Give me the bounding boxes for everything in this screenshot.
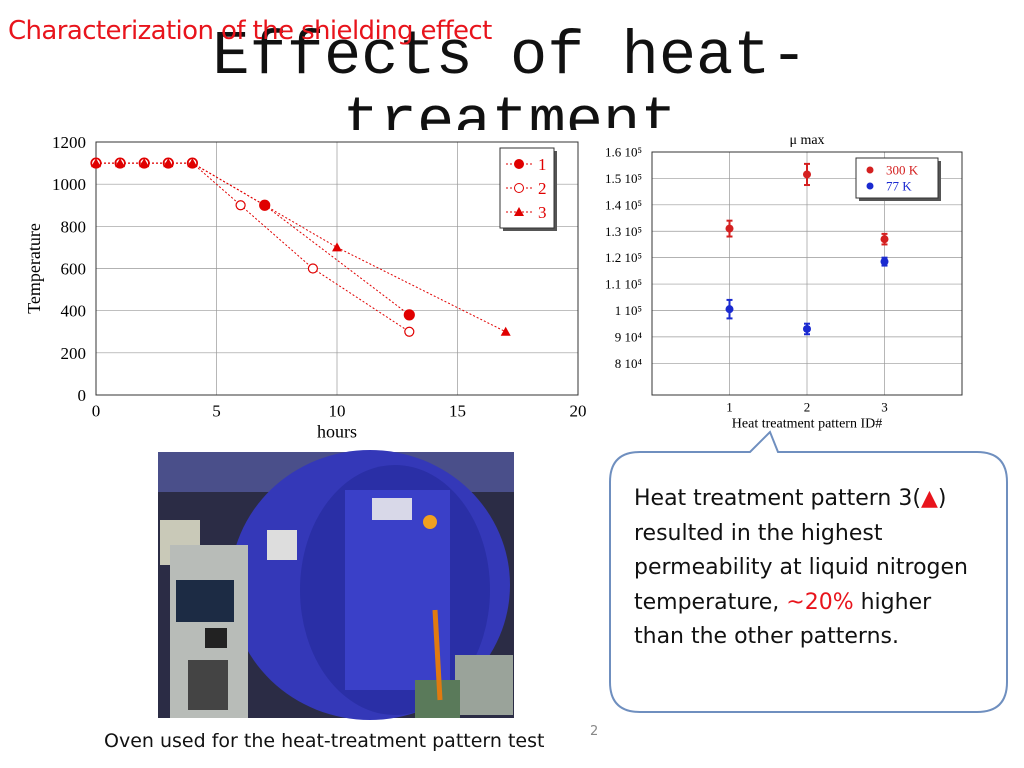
point (403, 309, 415, 321)
y-tick-label: 1 10⁵ (615, 303, 642, 318)
x-tick-label: 1 (726, 399, 733, 414)
y-tick-label: 800 (61, 217, 87, 236)
y-tick-label: 1.4 10⁵ (605, 197, 642, 212)
legend-label: 77 K (886, 179, 912, 194)
y-tick-label: 200 (61, 344, 87, 363)
callout-text-part: higher than the other patterns. (634, 589, 932, 650)
point (187, 158, 198, 168)
page-number: 2 (590, 724, 599, 739)
y-tick-label: 1.5 10⁵ (605, 171, 642, 186)
point (803, 324, 811, 333)
legend-marker (514, 159, 524, 169)
chart-title: μ max (789, 133, 824, 148)
point (803, 170, 811, 179)
y-tick-label: 1000 (52, 175, 86, 194)
y-tick-label: 1.3 10⁵ (605, 224, 642, 239)
x-axis-label: Heat treatment pattern ID# (732, 417, 882, 432)
section-label: Characterization of the shielding effect (8, 16, 492, 46)
y-tick-label: 600 (61, 259, 87, 278)
y-tick-label: 9 10⁴ (615, 329, 643, 344)
y-tick-label: 8 10⁴ (615, 356, 643, 371)
legend-label: 2 (538, 179, 547, 198)
x-tick-label: 15 (449, 401, 466, 420)
callout-text: Heat treatment pattern 3(▲) resulted in … (634, 482, 984, 655)
callout-highlight: ~20% (786, 589, 854, 615)
y-tick-label: 1.6 10⁵ (605, 145, 642, 160)
point (115, 158, 126, 168)
legend-marker (866, 182, 874, 190)
point (91, 158, 101, 168)
legend-box (855, 157, 939, 199)
legend-label: 300 K (886, 163, 919, 178)
y-tick-label: 1200 (52, 133, 86, 152)
y-tick-label: 1.2 10⁵ (605, 250, 642, 265)
point (235, 200, 246, 211)
point (725, 224, 734, 233)
point (880, 257, 889, 266)
x-tick-label: 3 (881, 399, 888, 414)
x-tick-label: 0 (92, 401, 101, 420)
plot-frame (95, 141, 579, 396)
x-tick-label: 5 (212, 401, 221, 420)
point (307, 263, 318, 274)
point (500, 326, 511, 336)
callout-text-part: resulted in the highest permeability at … (634, 520, 968, 615)
legend-label: 3 (538, 203, 547, 222)
legend-marker (514, 183, 524, 193)
point (163, 158, 174, 168)
x-tick-label: 10 (329, 401, 346, 420)
point (404, 326, 415, 337)
y-tick-label: 0 (78, 386, 87, 405)
x-tick-label: 20 (570, 401, 587, 420)
point (332, 242, 342, 252)
callout-box (609, 430, 1008, 713)
y-tick-label: 400 (61, 302, 87, 321)
legend-marker (514, 207, 524, 216)
slide-title: Effects of heat-treatment (212, 21, 808, 158)
callout-text-part: ) (937, 486, 947, 511)
point (880, 235, 889, 244)
callout-text-part: Heat treatment pattern 3( (634, 486, 921, 511)
point (139, 158, 150, 168)
x-tick-label: 2 (804, 399, 811, 414)
legend-label: 1 (538, 155, 547, 174)
y-tick-label: 1.1 10⁵ (605, 277, 642, 292)
point (725, 305, 734, 314)
plot-frame (651, 151, 963, 396)
photo-caption: Oven used for the heat-treatment pattern… (104, 730, 545, 752)
legend-marker (866, 166, 874, 174)
y-axis-label: Temperature (24, 223, 44, 314)
callout-symbol: ▲ (920, 486, 938, 511)
x-axis-label: hours (317, 422, 357, 442)
photo (158, 450, 514, 720)
